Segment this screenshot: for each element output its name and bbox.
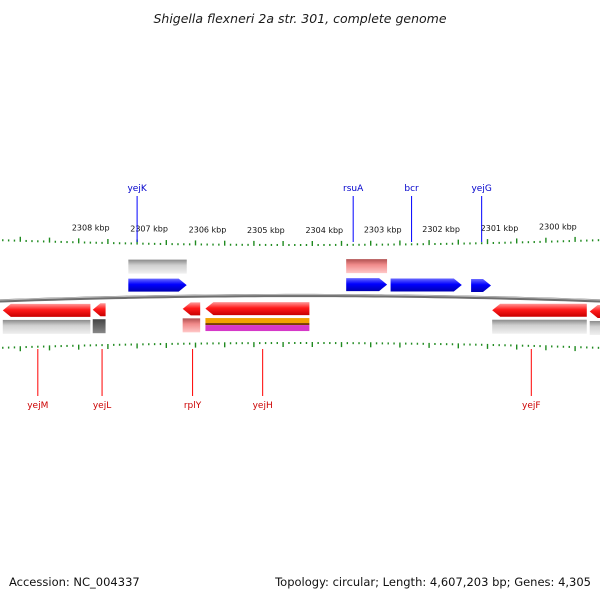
gene-label-bcr[interactable]: bcr (404, 184, 419, 194)
gene-yejl-feature[interactable] (92, 319, 106, 334)
ruler-label: 2300 kbp (539, 223, 577, 232)
accession-text: Accession: NC_004337 (9, 575, 140, 589)
ruler-label: 2304 kbp (305, 226, 343, 235)
gene-label-yejg[interactable]: yejG (471, 184, 491, 194)
gene-label-rply[interactable]: rplY (184, 401, 202, 411)
genome-summary-text: Topology: circular; Length: 4,607,203 bp… (274, 575, 591, 589)
ruler-label: 2306 kbp (189, 225, 227, 234)
ruler-label: 2303 kbp (364, 226, 402, 235)
gene-yejm-arrow[interactable] (2, 303, 91, 317)
gene-rsua-arrow[interactable] (346, 278, 388, 292)
gene-label-rsua[interactable]: rsuA (343, 184, 364, 194)
gene-yejh-feature[interactable] (205, 323, 310, 326)
gene-yejh-feature[interactable] (205, 325, 310, 332)
gene-label-yejh[interactable]: yejH (253, 401, 273, 411)
gene-yejh-feature[interactable] (205, 318, 310, 324)
gene-yejf-arrow[interactable] (492, 303, 587, 317)
ruler-label: 2302 kbp (422, 225, 460, 234)
gene-bcr-arrow[interactable] (390, 278, 462, 292)
gene-rply-arrow[interactable] (182, 302, 201, 316)
gene-labels: yejK rsuA bcr yejG yejM yejL rplY yejH yejF (27, 184, 540, 411)
coordinate-ruler: 2308 kbp 2307 kbp 2306 kbp 2305 kbp 2304 kbp… (2, 223, 600, 352)
gene-yejh-arrow[interactable] (205, 302, 310, 316)
gene-label-yejm[interactable]: yejM (27, 401, 48, 411)
gene-label-yejf[interactable]: yejF (522, 401, 541, 411)
gene-yejl-arrow[interactable] (92, 303, 106, 317)
gene-yejg-arrow[interactable] (471, 279, 491, 292)
map-title: Shigella flexneri 2a str. 301, complete … (153, 11, 446, 26)
genome-backbone (0, 293, 600, 303)
ruler-label: 2307 kbp (130, 225, 168, 234)
gene-yejk-arrow[interactable] (128, 278, 187, 292)
gene-yejf-arrow[interactable] (589, 305, 600, 318)
gene-label-yejl[interactable]: yejL (93, 401, 111, 411)
ruler-label: 2308 kbp (72, 223, 110, 232)
gene-rsua-feature[interactable] (346, 259, 388, 274)
ruler-label: 2305 kbp (247, 226, 285, 235)
gene-yejk-feature[interactable] (128, 259, 187, 274)
gene-label-yejk[interactable]: yejK (127, 184, 147, 194)
gene-rply-feature[interactable] (182, 318, 201, 333)
gene-yejf-feature[interactable] (589, 320, 600, 335)
gene-yejf-feature[interactable] (492, 319, 587, 334)
ruler-label: 2301 kbp (481, 224, 519, 233)
gene-yejm-feature[interactable] (2, 319, 91, 334)
gene-track[interactable] (2, 259, 600, 335)
